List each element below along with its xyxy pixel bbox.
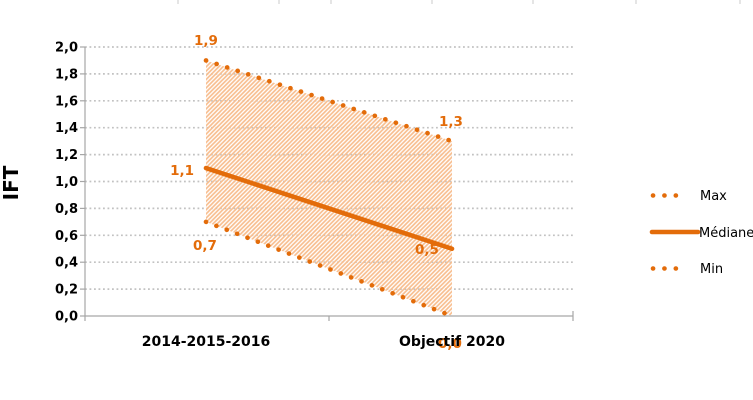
ytick-2.0: 2,0: [55, 41, 78, 56]
y-axis-title: IFT: [0, 165, 23, 200]
ytick-0.2: 0,2: [55, 283, 78, 298]
data-label-max-2: 1,3: [439, 114, 463, 130]
legend-label-min: Min: [700, 262, 723, 277]
max-series-line: [203, 58, 455, 144]
y-axis-tick-labels: 2,0 1,8 1,6 1,4 1,2 1,0 0,8 0,6 0,4 0,2 …: [55, 41, 78, 325]
ytick-0.8: 0,8: [55, 202, 78, 217]
ytick-1.0: 1,0: [55, 175, 78, 190]
legend-label-mediane: Médiane: [699, 226, 753, 241]
ytick-1.4: 1,4: [55, 121, 78, 136]
ytick-1.2: 1,2: [55, 148, 78, 163]
data-label-max-1: 1,9: [194, 33, 218, 49]
ytick-1.6: 1,6: [55, 94, 78, 109]
legend: Max Médiane Min: [649, 189, 753, 277]
category-label-objectif-2020: Objectif 2020: [399, 334, 505, 350]
data-labels: 1,9 1,3 1,1 0,5 0,7 0,0: [170, 33, 463, 352]
ytick-0.4: 0,4: [55, 256, 78, 271]
data-label-min-2: 0,0: [438, 336, 462, 352]
x-axis: [84, 311, 574, 321]
top-edge-artifact-ticks: [177, 0, 741, 4]
category-label-2014-2015-2016: 2014-2015-2016: [142, 334, 271, 350]
x-axis-category-labels: 2014-2015-2016 Objectif 2020: [142, 334, 505, 350]
ytick-1.8: 1,8: [55, 67, 78, 82]
legend-label-max: Max: [700, 189, 727, 204]
min-series-line: [203, 219, 455, 319]
mediane-series-line: [203, 165, 455, 252]
ytick-0.0: 0,0: [55, 310, 78, 325]
data-label-min-1: 0,7: [193, 238, 217, 254]
y-axis: [80, 46, 86, 317]
ytick-0.6: 0,6: [55, 229, 78, 244]
max-min-band: [206, 60, 452, 317]
data-label-mediane-2: 0,5: [415, 242, 439, 258]
data-label-mediane-1: 1,1: [170, 163, 194, 179]
